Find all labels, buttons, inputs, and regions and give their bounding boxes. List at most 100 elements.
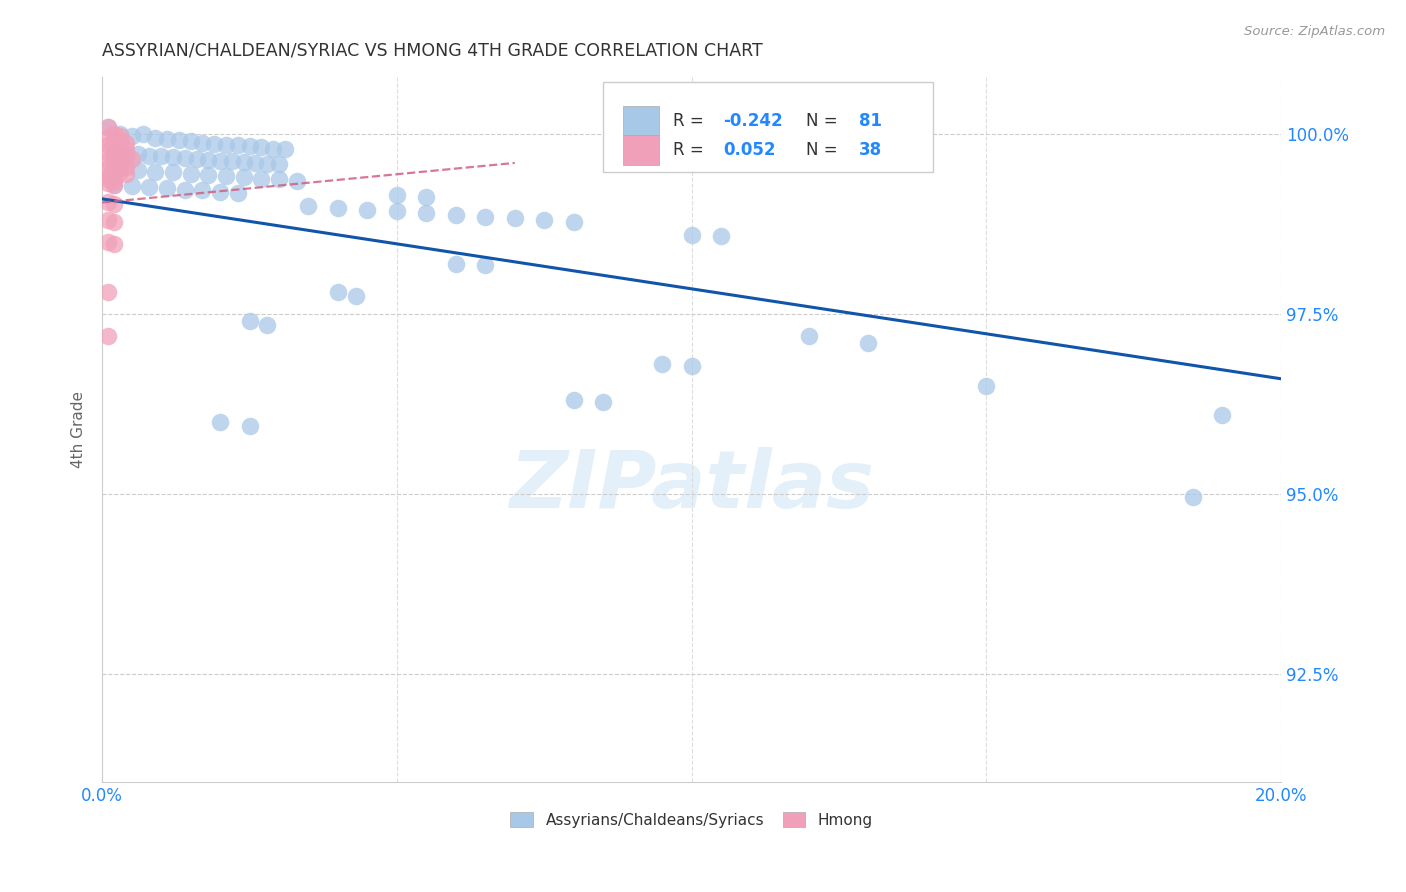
Point xyxy=(562,215,585,229)
Point xyxy=(202,136,225,151)
Point xyxy=(156,132,179,146)
Point xyxy=(651,357,673,371)
Point xyxy=(103,145,125,160)
Point xyxy=(103,215,125,229)
Point xyxy=(262,142,284,156)
Point xyxy=(180,167,202,181)
Point xyxy=(97,328,120,343)
Point xyxy=(108,164,131,178)
Point xyxy=(533,213,555,227)
Point xyxy=(97,169,120,183)
Point xyxy=(132,127,155,141)
Point xyxy=(103,127,125,141)
Point xyxy=(97,161,120,175)
Point xyxy=(121,128,143,143)
Point xyxy=(121,153,143,167)
Point xyxy=(238,418,260,433)
Point xyxy=(238,314,260,328)
Point xyxy=(250,140,273,154)
Point xyxy=(173,151,195,165)
Point xyxy=(474,210,496,224)
Point xyxy=(162,150,184,164)
Point xyxy=(385,188,408,202)
Point xyxy=(221,154,243,169)
Point xyxy=(97,195,120,210)
Point xyxy=(180,134,202,148)
Point xyxy=(108,161,131,175)
Text: R =: R = xyxy=(672,112,709,130)
Point xyxy=(232,170,254,185)
Point xyxy=(143,130,166,145)
Point xyxy=(681,227,703,242)
Point xyxy=(285,174,308,188)
Point xyxy=(592,394,614,409)
Point xyxy=(108,128,131,143)
Point xyxy=(415,206,437,220)
Point xyxy=(1181,491,1204,505)
Point xyxy=(799,328,821,343)
Point xyxy=(474,258,496,272)
Text: 81: 81 xyxy=(859,112,882,130)
Point xyxy=(103,147,125,161)
Point xyxy=(215,137,238,152)
Point xyxy=(103,170,125,185)
Point xyxy=(356,202,378,217)
Point xyxy=(108,157,131,171)
Point xyxy=(297,199,319,213)
Point xyxy=(97,120,120,134)
Point xyxy=(103,132,125,146)
Point xyxy=(245,156,267,170)
Point xyxy=(562,393,585,408)
Point xyxy=(127,147,149,161)
Point xyxy=(150,149,173,163)
Point xyxy=(173,182,195,196)
Point xyxy=(114,146,136,161)
FancyBboxPatch shape xyxy=(623,106,658,136)
Point xyxy=(103,236,125,251)
Point xyxy=(274,142,297,156)
Point xyxy=(97,130,120,145)
Point xyxy=(226,137,249,152)
Point xyxy=(114,143,136,157)
Text: N =: N = xyxy=(806,112,842,130)
Point xyxy=(238,139,260,153)
Point xyxy=(114,150,136,164)
Text: R =: R = xyxy=(672,141,709,159)
Point xyxy=(256,156,278,170)
Point xyxy=(103,174,125,188)
Point xyxy=(97,172,120,186)
Point xyxy=(97,137,120,152)
Text: 0.052: 0.052 xyxy=(724,141,776,159)
Point xyxy=(858,335,880,350)
Point xyxy=(267,172,290,186)
Point xyxy=(385,204,408,219)
Point xyxy=(103,178,125,192)
Point xyxy=(103,139,125,153)
Point xyxy=(103,178,125,192)
Point xyxy=(444,208,467,222)
Point xyxy=(97,153,120,168)
Point xyxy=(974,379,997,393)
Point xyxy=(503,211,526,226)
FancyBboxPatch shape xyxy=(603,81,934,172)
Point xyxy=(326,285,349,300)
Point xyxy=(681,359,703,373)
Point xyxy=(250,171,273,186)
Point xyxy=(97,120,120,134)
Text: ZIPatlas: ZIPatlas xyxy=(509,447,875,524)
Text: -0.242: -0.242 xyxy=(724,112,783,130)
Point xyxy=(143,164,166,178)
Point xyxy=(256,318,278,332)
Point xyxy=(108,149,131,163)
Point xyxy=(156,181,179,195)
Point xyxy=(197,168,219,182)
Point xyxy=(415,190,437,204)
Point xyxy=(209,185,232,199)
Point xyxy=(97,285,120,300)
Point xyxy=(209,153,232,168)
Point xyxy=(103,163,125,178)
Point xyxy=(127,163,149,178)
Point xyxy=(114,167,136,181)
Text: 38: 38 xyxy=(859,141,882,159)
Point xyxy=(344,289,367,303)
